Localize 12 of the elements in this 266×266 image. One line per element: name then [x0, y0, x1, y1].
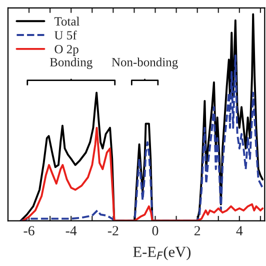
x-tick-label: 2 [194, 226, 200, 236]
legend-label: U 5f [54, 30, 77, 40]
x-tick-label: -4 [66, 226, 77, 236]
x-tick-label: -2 [108, 226, 118, 236]
legend-label: O 2p [54, 45, 78, 56]
x-tick-label: 4 [236, 226, 243, 236]
x-axis-title: E-E$_{F}$(eV) [133, 246, 191, 260]
x-tick-label: -6 [24, 226, 34, 236]
annotation: Non-bonding [112, 58, 178, 69]
legend-label: Total [54, 16, 80, 26]
x-tick-label: 0 [152, 226, 158, 236]
annotation: Bonding [50, 58, 92, 69]
